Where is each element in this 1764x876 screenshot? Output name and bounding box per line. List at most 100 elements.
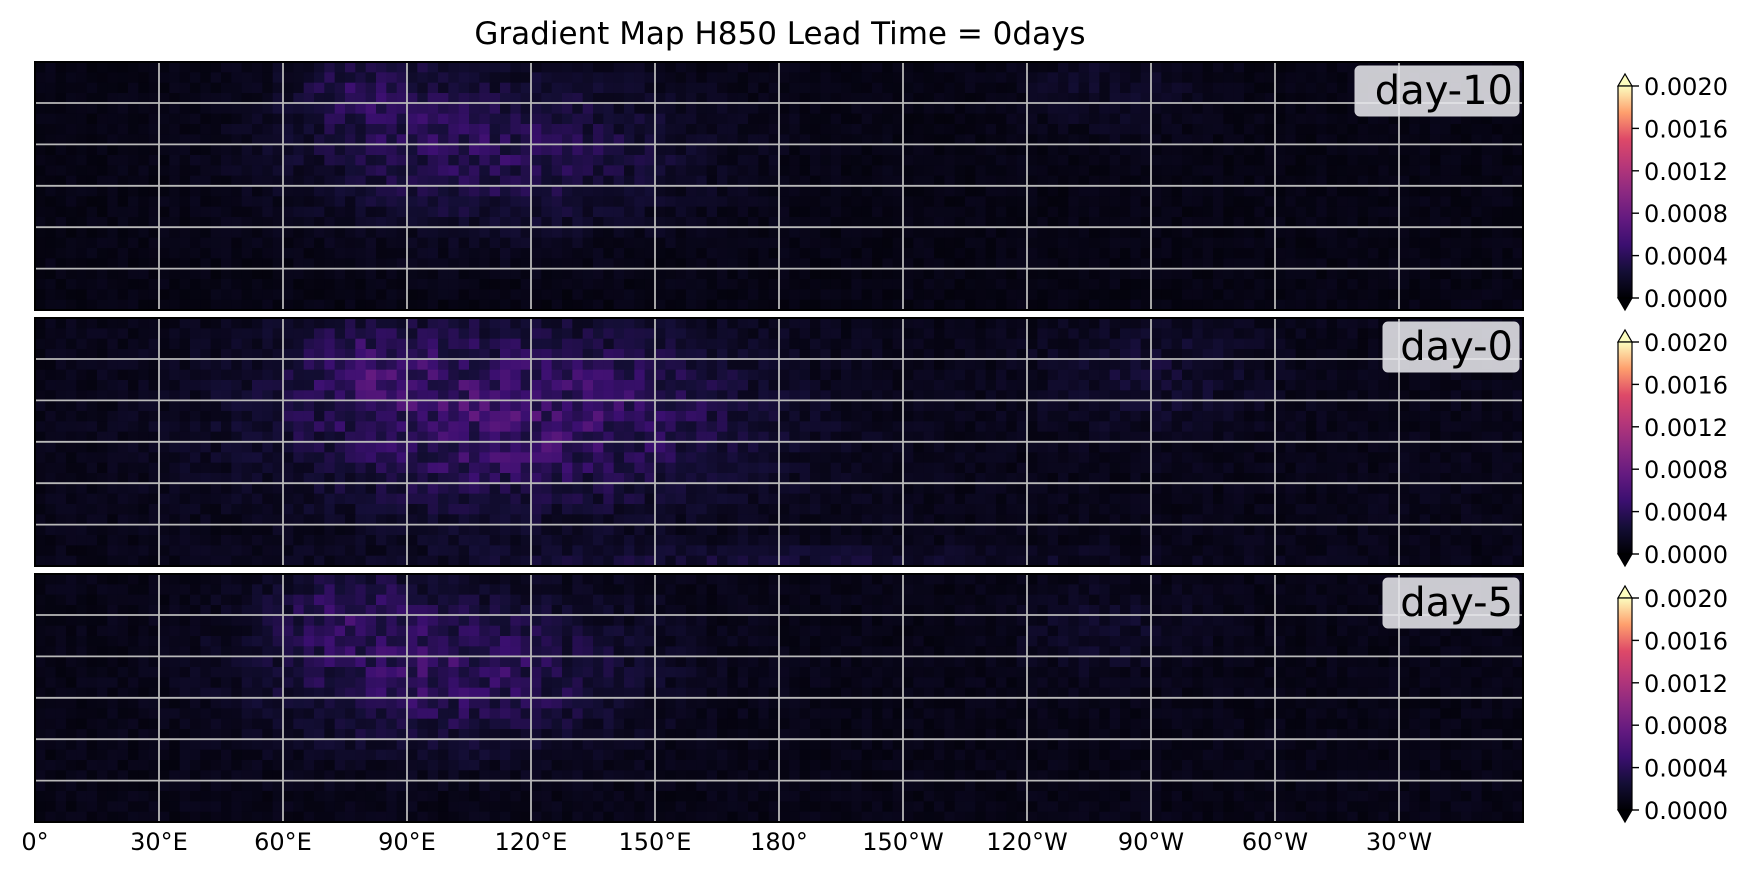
heatmap-cell xyxy=(675,113,687,125)
heatmap-cell xyxy=(283,268,294,280)
heatmap-cell xyxy=(810,380,821,391)
heatmap-cell xyxy=(1120,318,1131,329)
heatmap-cell xyxy=(1223,258,1235,270)
heatmap-cell xyxy=(1171,62,1183,73)
heatmap-cell xyxy=(489,227,501,239)
heatmap-cell xyxy=(500,258,511,270)
heatmap-cell xyxy=(1337,62,1348,73)
heatmap-cell xyxy=(748,93,759,104)
heatmap-cell xyxy=(582,328,594,340)
heatmap-cell xyxy=(1047,155,1059,166)
heatmap-cell xyxy=(748,258,759,270)
heatmap-cell xyxy=(696,155,708,166)
heatmap-cell xyxy=(1089,237,1100,249)
heatmap-cell xyxy=(1151,103,1162,115)
heatmap-cell xyxy=(748,124,759,135)
heatmap-cell xyxy=(345,289,356,301)
heatmap-cell xyxy=(55,103,67,115)
heatmap-cell xyxy=(520,237,532,249)
heatmap-cell xyxy=(624,359,635,371)
heatmap-cell xyxy=(861,144,873,156)
heatmap-cell xyxy=(913,144,925,156)
heatmap-cell xyxy=(86,299,98,311)
heatmap-cell xyxy=(1264,411,1276,422)
heatmap-cell xyxy=(1120,289,1131,301)
heatmap-cell xyxy=(892,369,904,381)
heatmap-cell xyxy=(345,411,356,422)
heatmap-cell xyxy=(1171,268,1183,280)
heatmap-cell xyxy=(1430,258,1441,270)
heatmap-cell xyxy=(324,144,336,156)
heatmap-cell xyxy=(427,248,439,259)
heatmap-cell xyxy=(851,359,863,371)
heatmap-cell xyxy=(1264,328,1276,340)
heatmap-cell xyxy=(706,206,718,218)
heatmap-cell xyxy=(1347,279,1359,290)
heatmap-cell xyxy=(303,289,315,301)
heatmap-cell xyxy=(1078,72,1090,84)
heatmap-cell xyxy=(1399,217,1410,228)
heatmap-cell xyxy=(1109,328,1121,340)
heatmap-cell xyxy=(1337,328,1348,340)
heatmap-cell xyxy=(737,390,749,402)
heatmap-cell xyxy=(1006,113,1018,125)
heatmap-cell xyxy=(489,421,501,433)
heatmap-cell xyxy=(1233,165,1245,177)
heatmap-cell xyxy=(923,144,935,156)
heatmap-cell xyxy=(407,155,418,166)
heatmap-cell xyxy=(489,299,501,311)
heatmap-cell xyxy=(128,411,139,422)
heatmap-cell xyxy=(438,369,449,381)
heatmap-cell xyxy=(851,380,863,391)
heatmap-cell xyxy=(1233,175,1245,187)
heatmap-cell xyxy=(985,113,997,125)
heatmap-cell xyxy=(820,338,832,350)
heatmap-cell xyxy=(1140,411,1152,422)
heatmap-cell xyxy=(562,134,573,146)
heatmap-cell xyxy=(1161,359,1173,371)
heatmap-cell xyxy=(97,113,108,125)
heatmap-cell xyxy=(593,124,604,135)
heatmap-cell xyxy=(675,124,687,135)
heatmap-cell xyxy=(55,155,67,166)
heatmap-cell xyxy=(1058,196,1069,208)
heatmap-cell xyxy=(1306,72,1317,84)
heatmap-cell xyxy=(458,103,470,115)
heatmap-cell xyxy=(882,258,894,270)
heatmap-cell xyxy=(1306,369,1317,381)
heatmap-cell xyxy=(1430,268,1441,280)
heatmap-cell xyxy=(1182,369,1193,381)
heatmap-cell xyxy=(1264,124,1276,135)
heatmap-cell xyxy=(1109,134,1121,146)
heatmap-cell xyxy=(479,318,491,329)
heatmap-cell xyxy=(117,299,129,311)
heatmap-cell xyxy=(469,217,480,228)
heatmap-cell xyxy=(1481,113,1493,125)
heatmap-cell xyxy=(1233,268,1245,280)
heatmap-cell xyxy=(1461,113,1472,125)
heatmap-cell xyxy=(624,196,635,208)
heatmap-cell xyxy=(954,328,966,340)
heatmap-cell xyxy=(562,258,573,270)
heatmap-cell xyxy=(841,165,852,177)
heatmap-cell xyxy=(1378,380,1390,391)
heatmap-cell xyxy=(624,124,635,135)
heatmap-cell xyxy=(190,82,201,94)
heatmap-cell xyxy=(696,268,708,280)
heatmap-cell xyxy=(830,318,842,329)
heatmap-cell xyxy=(283,62,294,73)
heatmap-cell xyxy=(1037,359,1049,371)
heatmap-cell xyxy=(727,279,739,290)
heatmap-cell xyxy=(1130,217,1142,228)
heatmap-cell xyxy=(448,380,460,391)
heatmap-cell xyxy=(345,400,356,412)
heatmap-cell xyxy=(1388,134,1400,146)
heatmap-cell xyxy=(1223,144,1235,156)
heatmap-cell xyxy=(892,124,904,135)
heatmap-cell xyxy=(985,93,997,104)
heatmap-cell xyxy=(644,380,656,391)
heatmap-cell xyxy=(210,349,222,360)
heatmap-cell xyxy=(314,369,325,381)
heatmap-cell xyxy=(758,186,770,197)
heatmap-cell xyxy=(923,411,935,422)
